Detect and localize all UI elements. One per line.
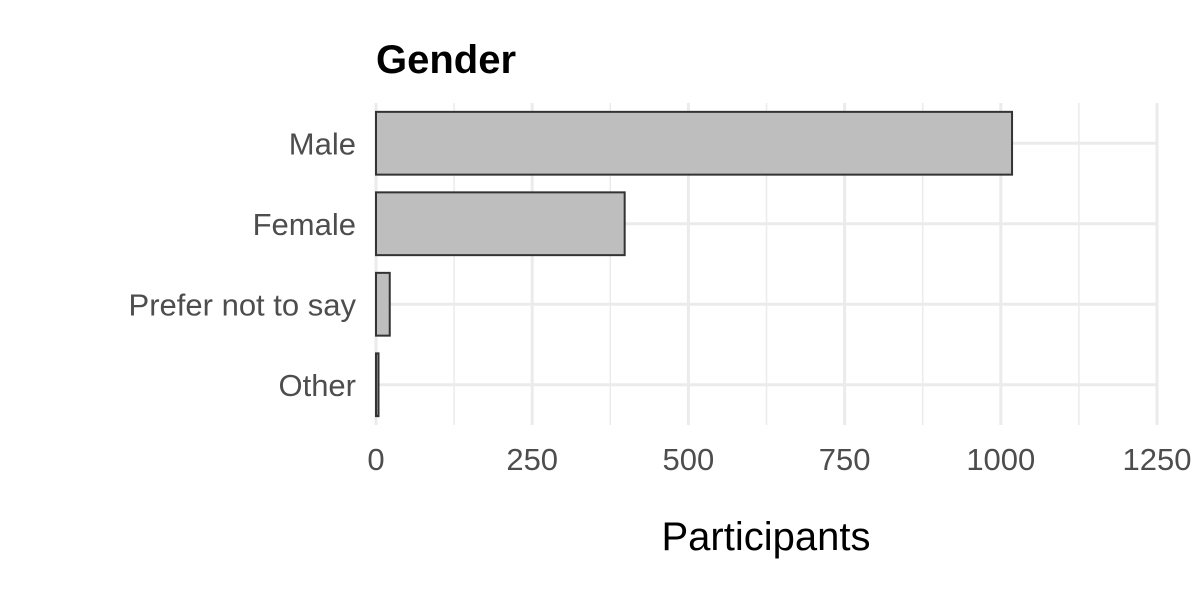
category-label: Other (278, 368, 356, 403)
chart-title: Gender (376, 38, 516, 82)
bar-other (375, 352, 380, 418)
x-axis-title: Participants (662, 515, 871, 559)
x-tick-label: 250 (506, 442, 558, 477)
bar-male (375, 110, 1014, 176)
x-tick-label: 500 (663, 442, 715, 477)
category-labels: Male Female Prefer not to say Other (129, 126, 357, 403)
bar-female (375, 191, 626, 257)
category-label: Female (253, 207, 356, 242)
x-tick-label: 1000 (966, 442, 1035, 477)
x-tick-label: 0 (367, 442, 384, 477)
x-tick-labels: 0 250 500 750 1000 1250 (367, 442, 1191, 477)
bars (375, 110, 1014, 418)
category-label: Male (289, 126, 356, 161)
x-tick-label: 750 (819, 442, 871, 477)
category-label: Prefer not to say (129, 287, 357, 322)
x-tick-label: 1250 (1123, 442, 1192, 477)
bar-prefer-not-to-say (375, 271, 391, 337)
